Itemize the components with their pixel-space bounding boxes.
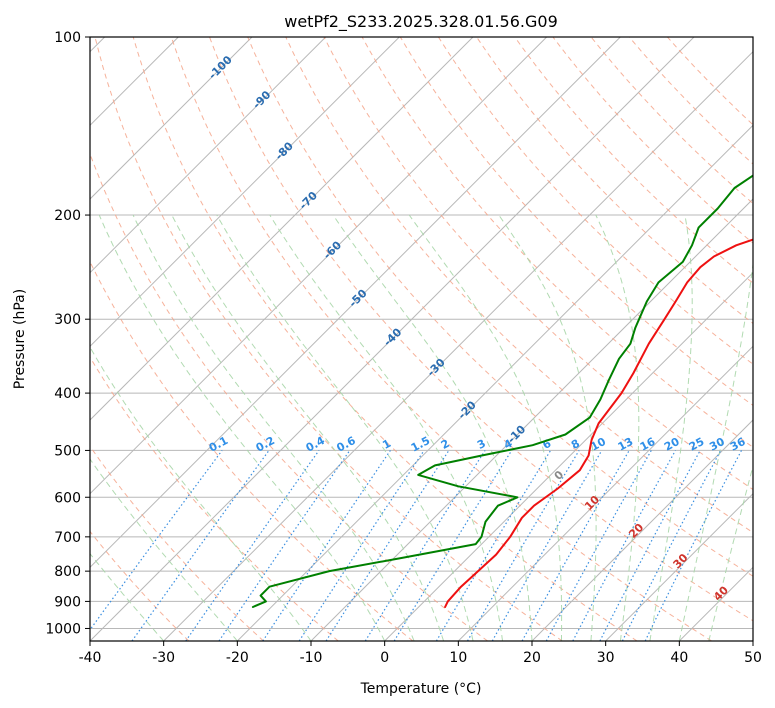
moist-adiabat-line [90, 458, 238, 641]
dry-adiabat-line [361, 37, 753, 448]
mixing-ratio-label: 36 [728, 435, 748, 454]
plot-frame [89, 36, 754, 642]
isotherm-line [90, 37, 253, 200]
moist-adiabat-line [132, 214, 415, 641]
mixing-ratio-line [218, 450, 351, 641]
isotherm-line [605, 492, 753, 641]
x-tick-label: -10 [300, 650, 323, 666]
mixing-ratio-line [572, 450, 677, 641]
isotherm-line [90, 37, 548, 495]
x-tick-label: 20 [523, 650, 541, 666]
moist-adiabat-line [216, 214, 474, 641]
dry-adiabat-line [323, 37, 753, 491]
y-tick-label: 900 [54, 594, 81, 610]
moist-adiabat-line [595, 214, 640, 641]
moist-adiabat-line [332, 214, 533, 641]
y-tick-label: 600 [54, 490, 81, 506]
dry-adiabat-line [399, 37, 753, 406]
x-tick-label: 10 [449, 650, 467, 666]
mixing-ratio-label: 25 [687, 435, 707, 454]
moist-adiabat-line [98, 214, 386, 641]
x-tick-label: 30 [597, 650, 615, 666]
moist-adiabat-line [269, 214, 503, 641]
moist-adiabat-line [408, 214, 563, 641]
mixing-ratio-label: 30 [707, 435, 727, 454]
y-tick-label: 1000 [45, 621, 81, 637]
y-axis-label: Pressure (hPa) [12, 289, 28, 389]
mixing-ratio-line [90, 450, 223, 631]
mixing-ratio-line [325, 450, 450, 641]
dry-adiabat-line [247, 37, 753, 577]
isotherm-line [236, 124, 753, 641]
dry-adiabat-line [437, 37, 753, 365]
dewpoint-profile-line [251, 174, 753, 608]
dry-adiabat-line [209, 37, 753, 622]
mixing-ratio-line [521, 450, 630, 641]
mixing-ratio-line [491, 450, 603, 641]
isotherm-line [384, 271, 753, 641]
dry-adiabat-line [285, 37, 753, 534]
temperature-profile-line [444, 238, 753, 608]
x-axis-label: Temperature (°C) [360, 681, 482, 697]
isotherm-line [90, 37, 400, 348]
isotherm-line [90, 37, 474, 421]
mixing-ratio-line [545, 450, 652, 641]
y-tick-label: 200 [54, 208, 81, 224]
isotherm-line [90, 37, 327, 274]
isotherm-line [90, 37, 695, 641]
x-tick-label: -40 [79, 650, 102, 666]
isotherm-line [163, 50, 753, 641]
profile-series [251, 174, 753, 608]
y-tick-label: 800 [54, 564, 81, 580]
dry-adiabat-line [94, 37, 563, 641]
mixing-ratio-label: 20 [662, 435, 682, 454]
x-tick-label: 40 [670, 650, 688, 666]
axes-ticks: -40 -30 -20 -10 0 10 20 30 40 50 100 200 300 400 500 60… [45, 30, 762, 666]
isotherm-line [531, 419, 753, 641]
y-tick-label: 300 [54, 312, 81, 328]
mixing-ratio-line [364, 450, 486, 641]
x-tick-label: 0 [380, 650, 389, 666]
mixing-ratio-line [435, 450, 552, 641]
moist-adiabat-line [678, 260, 753, 641]
moist-adiabat-line [90, 346, 312, 641]
y-tick-label: 100 [54, 30, 81, 46]
x-tick-label: -20 [226, 650, 249, 666]
y-tick-label: 500 [54, 443, 81, 459]
mixing-ratio-line [466, 450, 580, 641]
dry-adiabat-line [90, 260, 414, 641]
chart-title: wetPf2_S233.2025.328.01.56.G09 [284, 12, 558, 32]
dry-adiabat-line [90, 356, 339, 641]
moist-adiabat-line [171, 214, 445, 641]
mixing-ratio-label: 16 [638, 435, 658, 454]
isotherm-line [90, 37, 621, 569]
x-tick-label: 50 [744, 650, 762, 666]
mixing-ratio-label: 10 [588, 435, 608, 454]
mixing-ratio-line [393, 450, 513, 641]
dry-adiabat-line [90, 530, 190, 641]
y-tick-label: 700 [54, 530, 81, 546]
isotherm-line [457, 345, 753, 641]
mixing-ratio-line [131, 450, 270, 641]
dry-adiabat-line [132, 37, 638, 641]
mixing-ratio-label: 13 [616, 435, 636, 454]
background-lines [90, 37, 753, 641]
x-tick-label: -30 [152, 650, 175, 666]
y-tick-label: 400 [54, 386, 81, 402]
moist-adiabat-line [649, 214, 693, 641]
